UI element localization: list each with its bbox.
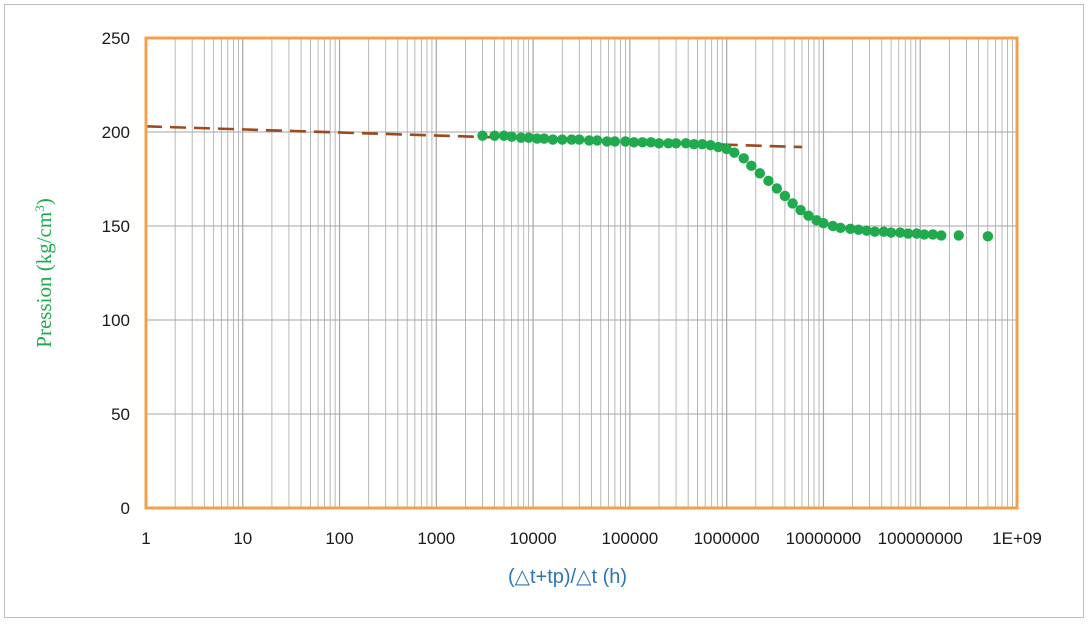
data-point <box>506 131 517 142</box>
pressure-chart: 0 50 100 150 200 250 1 10 100 1000 10000 100000 100… <box>32 29 1042 588</box>
x-tick-label: 1 <box>141 529 150 548</box>
x-tick-label: 1000 <box>417 529 455 548</box>
x-axis-ticks: 1 10 100 1000 10000 100000 1000000 10000000 1000… <box>141 529 1042 548</box>
y-tick-label: 50 <box>111 405 130 424</box>
data-point <box>705 139 716 151</box>
data-point <box>902 228 914 239</box>
x-tick-label: 1E+09 <box>992 529 1042 548</box>
data-point <box>787 198 798 209</box>
data-point <box>763 175 774 187</box>
data-point <box>489 130 500 141</box>
x-axis-label: (△t+tp)/△t (h) <box>508 566 627 588</box>
x-tick-label: 100000000 <box>878 529 963 548</box>
x-tick-label: 10 <box>233 529 252 548</box>
data-point <box>803 210 814 221</box>
data-point <box>574 134 585 145</box>
data-points <box>477 130 994 242</box>
data-point <box>795 204 806 216</box>
data-point <box>498 130 510 141</box>
data-point <box>547 134 559 145</box>
data-point <box>818 217 829 229</box>
x-tick-label: 1000000 <box>694 529 760 548</box>
data-point <box>853 224 864 235</box>
data-point <box>936 230 947 241</box>
data-point <box>861 225 872 236</box>
data-point <box>680 138 692 149</box>
data-point <box>628 137 640 148</box>
chart-frame: 0 50 100 150 200 250 1 10 100 1000 10000 100000 100… <box>4 4 1084 618</box>
data-point <box>477 130 488 141</box>
y-tick-label: 0 <box>121 499 130 518</box>
data-point <box>566 134 577 145</box>
data-point <box>771 183 783 194</box>
plot-area-border <box>144 36 1019 510</box>
data-point <box>609 136 621 147</box>
data-point <box>523 132 534 143</box>
data-point <box>637 137 648 148</box>
data-point <box>729 147 740 158</box>
y-axis-ticks: 0 50 100 150 200 250 <box>102 29 130 518</box>
data-point <box>713 141 724 153</box>
data-point <box>738 153 749 164</box>
x-tick-label: 100000 <box>602 529 659 548</box>
data-point <box>538 133 550 144</box>
data-point <box>592 135 603 146</box>
data-point <box>670 138 682 149</box>
data-point <box>697 139 708 150</box>
data-point <box>653 138 665 149</box>
data-point <box>927 229 939 240</box>
grid <box>145 37 1017 509</box>
data-point <box>845 223 856 235</box>
x-tick-label: 100 <box>325 529 353 548</box>
data-point <box>645 137 657 148</box>
trend-line <box>145 125 803 149</box>
data-point <box>869 226 881 237</box>
data-point <box>779 190 791 202</box>
data-point <box>620 136 631 147</box>
data-point <box>754 168 766 179</box>
y-tick-label: 200 <box>102 123 130 142</box>
data-point <box>885 227 897 238</box>
data-point <box>982 231 994 242</box>
data-point <box>557 134 568 145</box>
x-tick-label: 10000 <box>509 529 556 548</box>
data-point <box>919 229 930 240</box>
data-point <box>953 230 964 241</box>
data-point <box>894 227 906 238</box>
y-tick-label: 250 <box>102 29 130 48</box>
data-point <box>515 132 527 143</box>
data-point <box>663 138 674 149</box>
x-tick-label: 10000000 <box>786 529 862 548</box>
data-point <box>601 136 613 147</box>
data-point <box>746 160 757 172</box>
y-axis-label: Pression (kg/cm3) <box>32 198 57 347</box>
data-point <box>584 135 595 146</box>
trend-line-segment <box>145 125 803 149</box>
y-tick-label: 150 <box>102 217 130 236</box>
data-point <box>688 139 700 150</box>
y-tick-label: 100 <box>102 311 130 330</box>
data-point <box>835 222 846 234</box>
